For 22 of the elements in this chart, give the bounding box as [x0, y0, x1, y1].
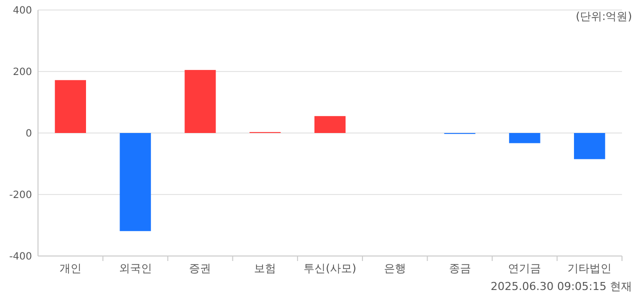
x-tick-label: 은행: [384, 262, 406, 275]
bar: [184, 70, 216, 133]
annotation: (단위:억원): [576, 10, 632, 23]
bar: [54, 80, 86, 133]
x-tick-label: 연기금: [508, 262, 542, 275]
y-tick-label: 0: [26, 128, 32, 140]
bar: [574, 133, 606, 160]
x-tick-label: 증권: [189, 262, 212, 275]
x-tick-label: 보험: [254, 262, 276, 275]
bar: [120, 133, 151, 232]
y-tick-label: -400: [9, 252, 32, 262]
x-tick-label: 개인: [59, 262, 82, 275]
y-tick-label: 200: [12, 67, 32, 78]
x-tick-label: 종금: [448, 262, 471, 275]
x-tick-label: 외국인: [118, 262, 152, 275]
x-tick-label: 기타법인: [568, 262, 612, 275]
bar: [314, 116, 346, 133]
text: 2025.06.30 09:05:15 현재: [490, 280, 632, 293]
bar: [509, 133, 540, 144]
y-tick-label: 400: [12, 6, 32, 16]
y-tick-label: -200: [9, 190, 32, 201]
x-tick-label: 투신(사모): [304, 262, 356, 275]
